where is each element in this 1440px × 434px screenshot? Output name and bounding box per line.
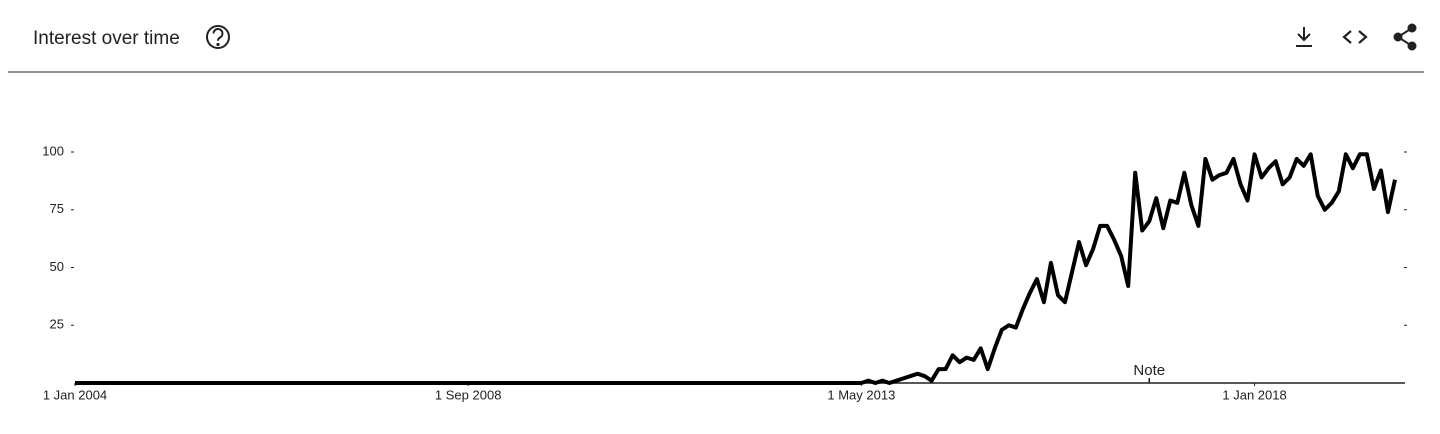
- x-tick-label: 1 Jan 2004: [43, 387, 107, 402]
- x-tick-label: 1 Sep 2008: [435, 387, 502, 402]
- x-tick-label: 1 Jan 2018: [1222, 387, 1286, 402]
- y-tick-label: 25: [50, 317, 64, 332]
- help-icon[interactable]: [206, 25, 230, 49]
- x-tick-label: 1 May 2013: [827, 387, 895, 402]
- annotation: Note: [1133, 362, 1165, 379]
- share-icon[interactable]: [1393, 23, 1417, 51]
- y-tick-label: 75: [50, 201, 64, 216]
- y-tick-label: 50: [50, 259, 64, 274]
- embed-icon[interactable]: [1342, 30, 1368, 44]
- download-icon[interactable]: [1296, 27, 1312, 47]
- y-tick-label: 100: [42, 143, 64, 158]
- chart-title: Interest over time: [33, 28, 180, 49]
- trend-line: [75, 152, 1397, 385]
